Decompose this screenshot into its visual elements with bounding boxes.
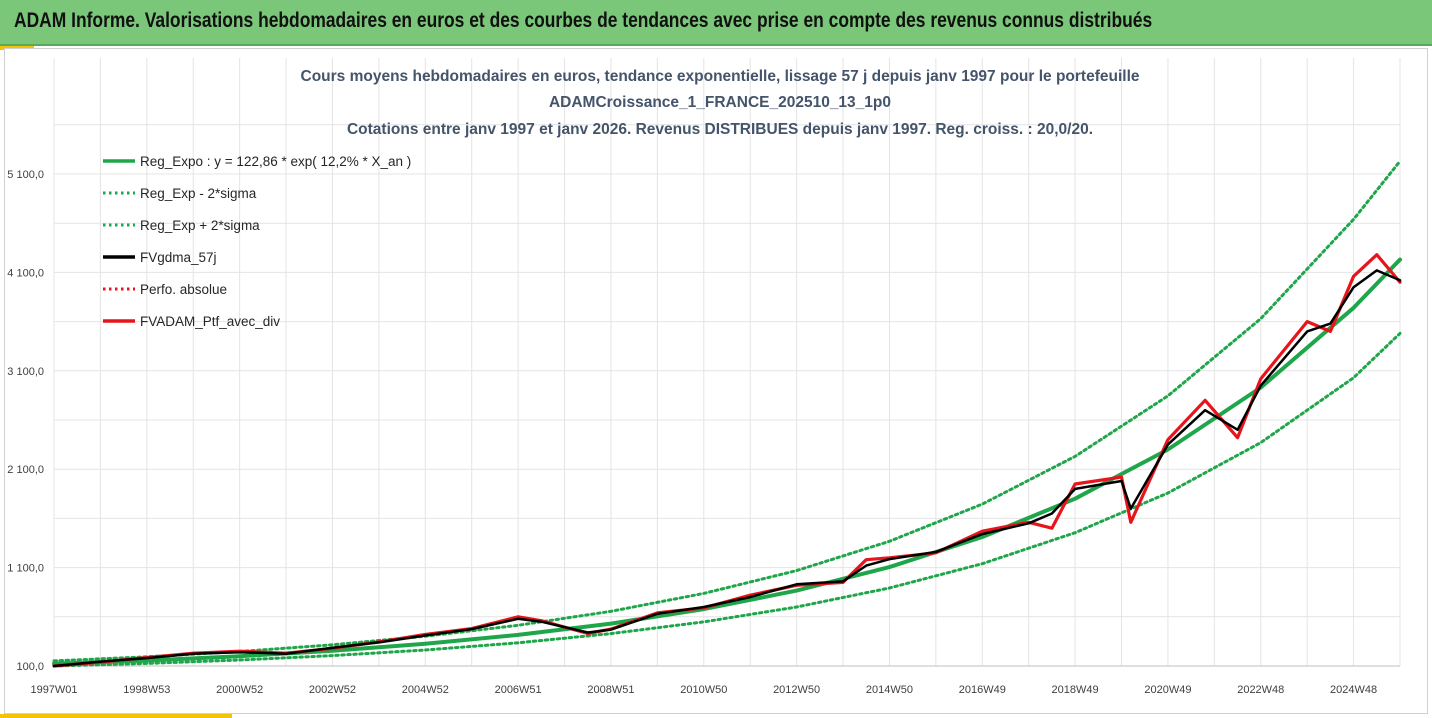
x-tick-label: 2014W50 (866, 684, 913, 696)
x-tick-label: 2000W52 (216, 684, 263, 696)
x-tick-label: 2024W48 (1330, 684, 1377, 696)
legend-label-fvadam: FVADAM_Ptf_avec_div (140, 314, 280, 329)
x-tick-label: 2006W51 (495, 684, 542, 696)
y-tick-label: 100,0 (16, 661, 44, 673)
x-tick-label: 2004W52 (402, 684, 449, 696)
accent-bar-bottom (0, 714, 232, 718)
x-tick-label: 1997W01 (30, 684, 77, 696)
chart-legend: Reg_Expo : y = 122,86 * exp( 12,2% * X_a… (103, 154, 411, 329)
x-tick-label: 2008W51 (587, 684, 634, 696)
x-tick-label: 2020W49 (1144, 684, 1191, 696)
y-axis-ticks: 100,0 1 100,0 2 100,0 3 100,0 4 100,0 5 100,0 (7, 169, 44, 673)
x-tick-label: 2010W50 (680, 684, 727, 696)
legend-label-reg-expo: Reg_Expo : y = 122,86 * exp( 12,2% * X_a… (140, 154, 411, 169)
x-tick-label: 2012W50 (773, 684, 820, 696)
series-line-reg-exp-minus (52, 331, 1402, 668)
chart-title: Cours moyens hebdomadaires en euros, ten… (301, 68, 1140, 138)
legend-label-reg-exp-plus: Reg_Exp + 2*sigma (140, 218, 260, 233)
legend-label-reg-exp-minus: Reg_Exp - 2*sigma (140, 186, 257, 201)
x-tick-label: 1998W53 (123, 684, 170, 696)
y-tick-label: 5 100,0 (7, 169, 44, 181)
y-tick-label: 2 100,0 (7, 464, 44, 476)
report-title: ADAM Informe. Valorisations hebdomadaire… (14, 9, 1153, 32)
chart-title-line-2: ADAMCroissance_1_FRANCE_202510_13_1p0 (549, 94, 891, 111)
legend-label-perfo-absolue: Perfo. absolue (140, 282, 227, 297)
series-line-fvgdma (52, 269, 1402, 668)
x-tick-label: 2018W49 (1052, 684, 1099, 696)
y-tick-label: 1 100,0 (7, 563, 44, 575)
report-banner: ADAM Informe. Valorisations hebdomadaire… (0, 0, 1432, 46)
chart-title-line-3: Cotations entre janv 1997 et janv 2026. … (347, 121, 1093, 138)
chart-grid (53, 58, 1401, 667)
x-axis-ticks: 1997W01 1998W53 2000W52 2002W52 2004W52 2006W… (30, 684, 1377, 696)
chart-title-line-1: Cours moyens hebdomadaires en euros, ten… (301, 68, 1140, 85)
y-tick-label: 4 100,0 (7, 267, 44, 279)
legend-label-fvgdma: FVgdma_57j (140, 250, 217, 265)
chart-series (52, 159, 1402, 668)
x-tick-label: 2022W48 (1237, 684, 1284, 696)
x-tick-label: 2002W52 (309, 684, 356, 696)
y-tick-label: 3 100,0 (7, 366, 44, 378)
series-line-reg-exp-plus (52, 159, 1402, 663)
x-tick-label: 2016W49 (959, 684, 1006, 696)
